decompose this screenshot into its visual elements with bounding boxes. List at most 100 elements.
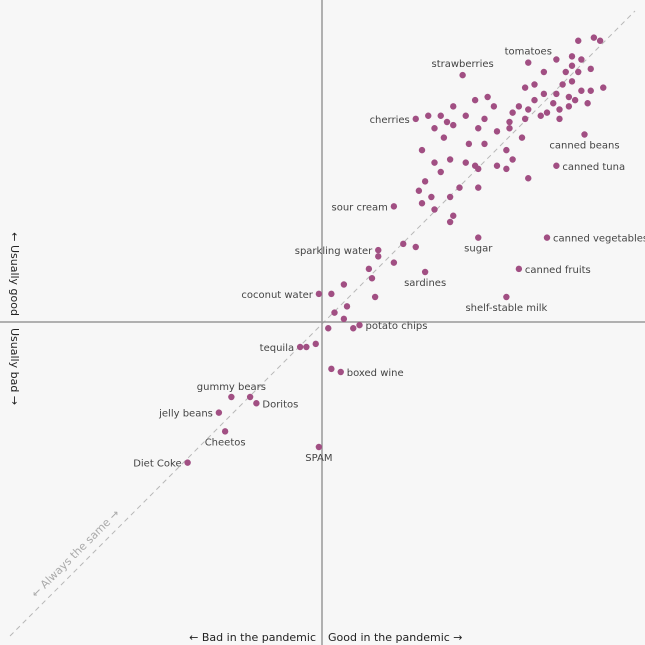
data-point (509, 156, 516, 163)
y-axis-neg-label: Usually bad → (8, 328, 21, 405)
data-point-canned-beans (581, 131, 588, 138)
data-point (462, 159, 469, 166)
data-point (493, 128, 501, 135)
data-point (462, 112, 469, 119)
data-point (475, 165, 482, 173)
y-axis-pos-label: ← Usually good (8, 232, 21, 316)
data-point (587, 65, 594, 73)
data-point (509, 109, 516, 116)
data-point (515, 103, 523, 110)
data-point-canned-tuna (553, 162, 560, 169)
point-label-tequila: tequila (260, 343, 294, 354)
data-point (368, 275, 376, 282)
data-point (553, 56, 560, 63)
data-point (521, 115, 529, 123)
data-point (575, 37, 582, 44)
point-label-strawberries: strawberries (432, 59, 494, 70)
data-point (465, 140, 473, 148)
data-point (475, 184, 482, 191)
point-label-canned-tuna: canned tuna (562, 162, 625, 173)
point-label-canned-vegetables: canned vegetables (553, 234, 645, 245)
data-point (578, 87, 585, 94)
data-point-coconut-water (315, 290, 323, 298)
data-point-doritos (253, 400, 260, 407)
data-point (506, 118, 513, 126)
point-label-shelf-stable-milk: shelf-stable milk (465, 303, 547, 314)
data-point (350, 325, 357, 332)
point-label-spam: SPAM (305, 453, 332, 464)
data-point (481, 140, 488, 148)
data-point (543, 109, 551, 116)
data-point-cherries (412, 115, 419, 123)
data-point (568, 53, 576, 60)
data-point (562, 68, 569, 76)
point-label-canned-fruits: canned fruits (525, 265, 591, 276)
data-point (431, 159, 438, 166)
data-point (540, 90, 548, 98)
data-point-canned-vegetables (543, 234, 551, 241)
data-point (584, 100, 591, 107)
data-point (431, 125, 438, 132)
data-point (418, 146, 426, 154)
data-point (456, 184, 463, 191)
data-point-sardines (421, 268, 429, 276)
data-point (559, 81, 566, 88)
data-point-sugar (475, 234, 482, 241)
data-point (375, 253, 382, 260)
point-label-coconut-water: coconut water (241, 290, 313, 301)
data-point (503, 165, 510, 173)
data-point (443, 118, 451, 126)
data-point (568, 62, 576, 69)
data-point (596, 37, 604, 44)
data-point (412, 243, 419, 251)
data-point (325, 325, 332, 332)
point-label-boxed-wine: boxed wine (347, 368, 404, 379)
data-point (587, 87, 594, 94)
data-point (490, 103, 498, 110)
data-point (421, 178, 429, 185)
point-label-diet-coke: Diet Coke (133, 459, 181, 470)
data-point (440, 134, 448, 141)
data-point (531, 96, 538, 104)
data-point (246, 393, 254, 401)
point-label-sour-cream: sour cream (332, 202, 388, 213)
data-point (340, 315, 348, 323)
data-point (503, 146, 510, 154)
data-point (343, 303, 351, 310)
data-point (531, 81, 538, 88)
point-label-tomatoes: tomatoes (505, 47, 552, 58)
data-point-strawberries (459, 71, 466, 79)
data-point (484, 93, 491, 101)
data-point (425, 112, 432, 119)
data-point-canned-fruits (515, 265, 523, 273)
data-point (518, 134, 526, 141)
data-point (340, 281, 348, 288)
data-point (328, 290, 335, 298)
data-point (428, 193, 435, 201)
data-point (437, 112, 444, 119)
data-point (578, 56, 585, 63)
data-point-sparkling-water (375, 246, 382, 254)
labels-layer: tomatoes strawberries cherries canned beans… (133, 47, 645, 470)
data-point-tequila (296, 343, 304, 351)
data-point (565, 93, 573, 101)
point-label-sugar: sugar (464, 244, 493, 255)
point-label-sparkling-water: sparkling water (295, 246, 373, 257)
diagonal-label: ← Always the same → (29, 507, 122, 600)
data-point (390, 259, 398, 266)
data-point (481, 115, 488, 123)
data-point-cheetos (221, 428, 229, 435)
data-point (471, 96, 479, 104)
data-point (446, 218, 454, 226)
data-point (475, 125, 482, 132)
data-point (525, 175, 532, 182)
point-label-cherries: cherries (370, 115, 410, 126)
x-axis-pos-label: Good in the pandemic → (328, 631, 463, 644)
data-point (575, 68, 582, 76)
data-point (400, 240, 407, 248)
data-point (550, 100, 557, 107)
point-label-sardines: sardines (404, 278, 446, 289)
point-label-potato-chips: potato chips (366, 321, 428, 332)
data-point-boxed-wine (337, 368, 344, 376)
data-point-spam (315, 443, 323, 451)
